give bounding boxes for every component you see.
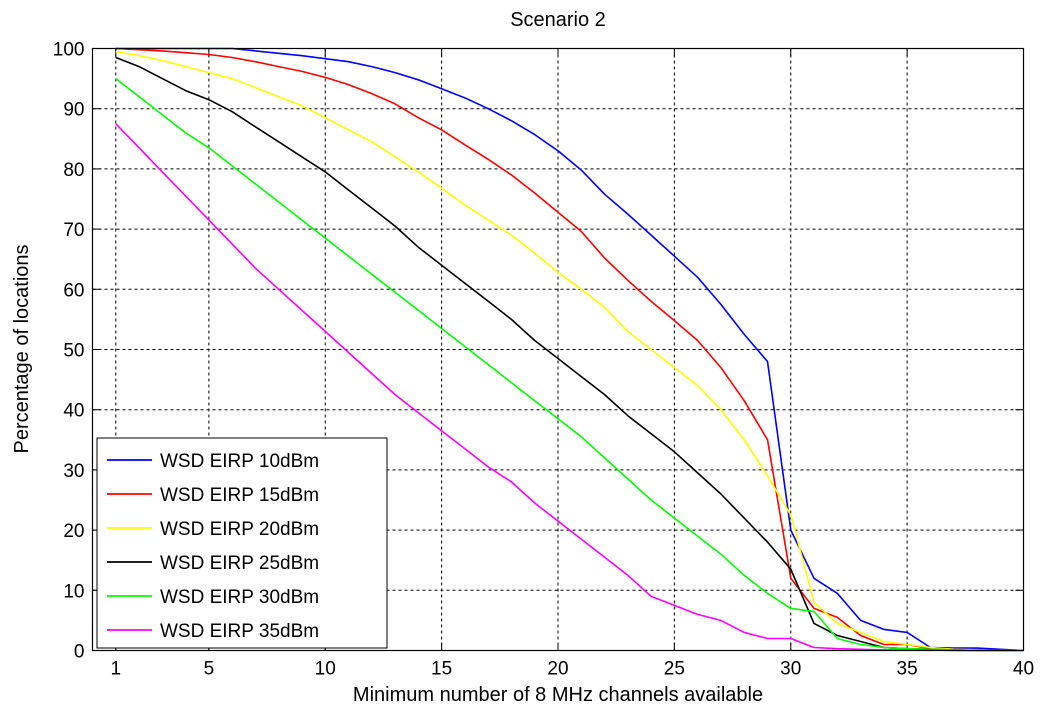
legend-box [96, 437, 388, 649]
legend: WSD EIRP 10dBm WSD EIRP 15dBm WSD EIRP 20d… [96, 437, 388, 649]
y-axis-label: Percentage of locations [11, 244, 33, 453]
y-tick-label: 40 [63, 401, 84, 422]
series-line-wsd-eirp-20dbm [115, 50, 1024, 652]
x-tick-label: 1 [110, 659, 121, 680]
y-tick-label: 0 [74, 642, 85, 663]
y-tick-label: 20 [63, 521, 84, 542]
y-tick-label: 100 [53, 40, 85, 61]
y-tick-label: 50 [63, 341, 84, 362]
x-tick-label: 15 [431, 659, 452, 680]
series-line-wsd-eirp-10dbm [115, 47, 1024, 652]
plot-frame [91, 47, 1025, 652]
x-tick-label: 30 [780, 659, 801, 680]
legend-entry-label: WSD EIRP 25dBm [160, 553, 319, 574]
x-tick-label: 10 [315, 659, 336, 680]
y-tick-label: 80 [63, 160, 84, 181]
y-tick-label: 30 [63, 461, 84, 482]
series-lines [115, 47, 1024, 652]
y-tick-label: 60 [63, 280, 84, 301]
legend-entry-label: WSD EIRP 30dBm [160, 587, 319, 608]
x-tick-label: 5 [204, 659, 215, 680]
y-tick-label: 10 [63, 581, 84, 602]
series-line-wsd-eirp-30dbm [115, 77, 1024, 652]
series-line-wsd-eirp-35dbm [115, 123, 1024, 652]
grid [92, 48, 1024, 651]
chart-title: Scenario 2 [510, 9, 606, 31]
legend-entry-label: WSD EIRP 20dBm [160, 519, 319, 540]
y-tick-label: 70 [63, 220, 84, 241]
x-tick-label: 20 [547, 659, 568, 680]
y-tick-label: 90 [63, 100, 84, 121]
x-axis-label: Minimum number of 8 MHz channels availab… [353, 684, 763, 706]
x-tick-label: 35 [897, 659, 918, 680]
x-tick-label: 40 [1013, 659, 1034, 680]
legend-entry-label: WSD EIRP 15dBm [160, 485, 319, 506]
legend-entry-label: WSD EIRP 35dBm [160, 621, 319, 642]
x-tick-label: 25 [664, 659, 685, 680]
series-line-wsd-eirp-25dbm [115, 56, 1024, 652]
legend-entry-label: WSD EIRP 10dBm [160, 451, 319, 472]
series-line-wsd-eirp-15dbm [115, 47, 1024, 652]
